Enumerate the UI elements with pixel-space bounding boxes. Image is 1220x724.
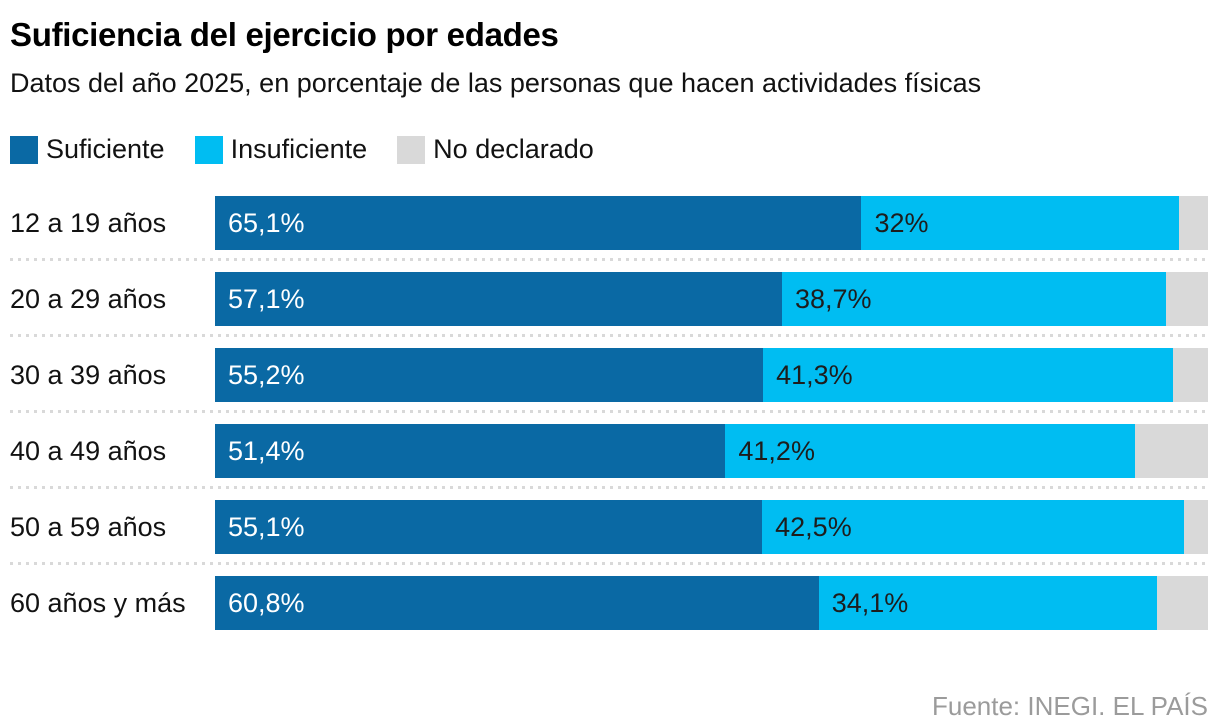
stacked-bar: 65,1% 32% [215,196,1208,251]
chart-row-20-a-29-a-os: 20 a 29 años 57,1% 38,7% [0,272,1220,348]
value-label: 32% [874,207,929,238]
value-label: 57,1% [228,283,305,314]
legend-label: Insuficiente [230,134,368,165]
chart-card: Suficiencia del ejercicio por edades Dat… [0,16,1220,724]
value-label: 60,8% [228,587,305,618]
bar-segment-suficiente: 55,1% [215,500,763,555]
category-label: 50 a 59 años [10,511,167,542]
bar-segment-insuficiente: 41,3% [763,348,1174,403]
value-label: 65,1% [228,207,305,238]
category-label: 20 a 29 años [10,283,167,314]
stacked-bar: 55,2% 41,3% [215,348,1208,403]
legend-label: Suficiente [46,134,165,165]
bar-segment-insuficiente: 32% [861,196,1180,251]
legend-label: No declarado [433,134,594,165]
bar-segment-no-declarado [1166,272,1208,327]
stacked-bar: 57,1% 38,7% [215,272,1208,327]
value-label: 55,1% [228,511,305,542]
legend-item-insuficiente: Insuficiente [194,134,368,165]
bar-segment-insuficiente: 41,2% [725,424,1135,479]
stacked-bar: 55,1% 42,5% [215,500,1208,555]
bar-segment-insuficiente: 42,5% [762,500,1185,555]
category-label: 40 a 49 años [10,435,167,466]
stacked-bar: 60,8% 34,1% [215,576,1208,631]
bar-segment-suficiente: 51,4% [215,424,726,479]
bar-segment-suficiente: 55,2% [215,348,764,403]
chart-row-40-a-49-a-os: 40 a 49 años 51,4% 41,2% [0,424,1220,500]
category-label: 30 a 39 años [10,359,167,390]
source-credit: Fuente: INEGI. EL PAÍS [931,691,1208,721]
value-label: 42,5% [775,511,852,542]
bar-segment-suficiente: 60,8% [215,576,819,631]
bar-segment-no-declarado [1173,348,1208,403]
legend-item-no-declarado: No declarado [397,134,594,165]
bar-segment-suficiente: 65,1% [215,196,862,251]
value-label: 55,2% [228,359,305,390]
chart-row-50-a-59-a-os: 50 a 59 años 55,1% 42,5% [0,500,1220,576]
legend-item-suficiente: Suficiente [10,134,165,165]
bar-segment-insuficiente: 34,1% [818,576,1158,631]
bar-segment-no-declarado [1179,196,1208,251]
value-label: 51,4% [228,435,305,466]
legend: Suficiente Insuficiente No declarado [10,134,1220,165]
chart-row-30-a-39-a-os: 30 a 39 años 55,2% 41,3% [0,348,1220,424]
chart-row-60-a-os-y-m-s: 60 años y más 60,8% 34,1% [0,576,1220,652]
bar-segment-suficiente: 57,1% [215,272,782,327]
bar-segment-no-declarado [1157,576,1208,631]
stacked-bar: 51,4% 41,2% [215,424,1208,479]
chart-row-12-a-19-a-os: 12 a 19 años 65,1% 32% [0,196,1220,272]
stacked-bar-chart: 12 a 19 años 65,1% 32% 20 a 29 años 57,1% 38,… [0,196,1220,652]
category-label: 12 a 19 años [10,207,167,238]
value-label: 41,2% [738,435,815,466]
chart-subtitle: Datos del año 2025, en porcentaje de las… [10,67,982,98]
category-label: 60 años y más [10,587,186,618]
chart-title: Suficiencia del ejercicio por edades [10,16,559,53]
bar-segment-no-declarado [1184,500,1208,555]
legend-swatch-icon [194,135,223,164]
legend-swatch-icon [10,135,38,164]
bar-segment-no-declarado [1134,424,1208,479]
legend-swatch-icon [397,135,426,164]
value-label: 41,3% [776,359,853,390]
value-label: 38,7% [795,283,872,314]
bar-segment-insuficiente: 38,7% [782,272,1167,327]
value-label: 34,1% [831,587,909,618]
